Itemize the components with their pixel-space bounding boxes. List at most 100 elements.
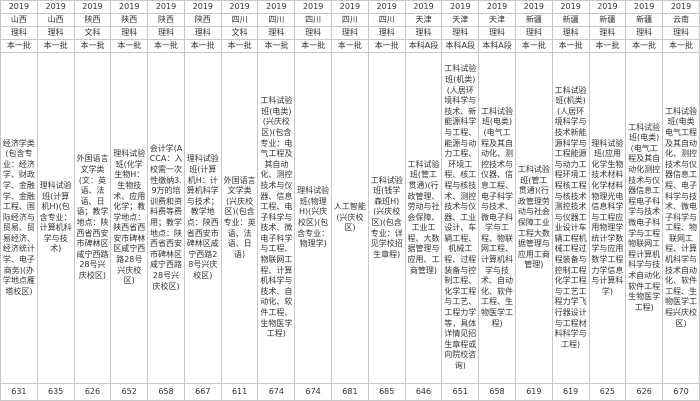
year-cell: 2019 <box>367 0 406 14</box>
major-cell: 工科试验班(电类)(兴庆校区)(包含专业：电气工程及其自动化、测控技术与仪器、信… <box>257 52 296 384</box>
province-cell: 四川 <box>331 13 369 27</box>
batch-cell: 本一批 <box>220 39 259 53</box>
year-cell: 2019 <box>588 0 627 14</box>
score-cell: 626 <box>625 383 664 401</box>
year-cell: 2019 <box>404 0 443 14</box>
year-cell: 2019 <box>110 0 149 14</box>
batch-cell: 本科A段 <box>478 39 516 53</box>
score-cell: 619 <box>514 383 553 401</box>
batch-cell: 本一批 <box>183 39 222 53</box>
year-cell: 2019 <box>625 0 664 14</box>
year-row: 2019 2019 2019 2019 2019 2019 2019 2019 2019 2019… <box>0 0 700 14</box>
category-cell: 理科 <box>294 26 333 40</box>
major-cell: 工科试验班(电类电气工程及其自动化、测控技术与仪器信息工程、电子科学与技术、微电… <box>662 52 700 384</box>
category-cell: 理科 <box>478 26 516 40</box>
year-cell: 2019 <box>294 0 333 14</box>
major-cell: 工科试验班(管工贯通)(行政管理、劳动与社会保障、工业工程、大数据管理与应用、工… <box>404 52 443 384</box>
category-cell: 文科 <box>73 26 112 40</box>
province-cell: 四川 <box>367 13 406 27</box>
province-cell: 天津 <box>478 13 516 27</box>
province-cell: 云南 <box>662 13 700 27</box>
year-cell: 2019 <box>441 0 480 14</box>
province-cell: 陕西 <box>110 13 149 27</box>
province-cell: 陕西 <box>73 13 112 27</box>
batch-cell: 本一批 <box>551 39 590 53</box>
major-cell: 工科试验班(机类)(人居环境科学与技术、新能源科学与工程、能源与动力工程、环境工… <box>441 52 480 384</box>
category-cell: 理科 <box>367 26 406 40</box>
province-cell: 新疆 <box>551 13 590 27</box>
score-cell: 652 <box>110 383 149 401</box>
score-cell: 646 <box>404 383 443 401</box>
batch-cell: 本一批 <box>294 39 333 53</box>
batch-cell: 本一批 <box>147 39 185 53</box>
province-cell: 山西 <box>0 13 38 27</box>
category-cell: 理科 <box>662 26 700 40</box>
score-cell: 651 <box>441 383 480 401</box>
major-cell: 外国语言文学类(文：英语、法语、日语；教学地点：陕西省西安市碑林区咸宁西路28号… <box>73 52 112 384</box>
score-cell: 658 <box>147 383 185 401</box>
year-cell: 2019 <box>220 0 259 14</box>
province-cell: 天津 <box>404 13 443 27</box>
major-cell: 工科试验班(钱学森班H)(兴庆校区)(包含专业：详见学校招生章程) <box>367 52 406 384</box>
province-cell: 陕西 <box>183 13 222 27</box>
year-cell: 2019 <box>147 0 185 14</box>
year-cell: 2019 <box>478 0 516 14</box>
year-cell: 2019 <box>551 0 590 14</box>
category-cell: 理科 <box>404 26 443 40</box>
province-cell: 山西 <box>36 13 75 27</box>
year-cell: 2019 <box>73 0 112 14</box>
batch-cell: 本一批 <box>514 39 553 53</box>
category-cell: 理科 <box>110 26 149 40</box>
category-cell: 理科 <box>331 26 369 40</box>
major-cell: 工科试验班(电类)(电气工程及其自动化、测控技术与仪器、信息工程、电子科学与技术… <box>478 52 516 384</box>
province-cell: 天津 <box>441 13 480 27</box>
major-cell: 理科试验班(应用化学生物技术材料化学材料物理光电信息科学与工程应用物理学统计学数… <box>588 52 627 384</box>
province-cell: 新疆 <box>625 13 664 27</box>
score-cell: 674 <box>294 383 333 401</box>
batch-cell: 本一批 <box>367 39 406 53</box>
score-cell: 625 <box>588 383 627 401</box>
score-cell: 635 <box>36 383 75 401</box>
major-cell: 理科试验班(计算机H)(包含专业：计算机科学与技术) <box>36 52 75 384</box>
category-cell: 文科 <box>220 26 259 40</box>
category-cell: 理科 <box>257 26 296 40</box>
batch-cell: 本一批 <box>36 39 75 53</box>
province-cell: 四川 <box>257 13 296 27</box>
major-cell: 工科试验班(电类)(电气工程及其自动化测控技术与仪器信息工程电子科学与技术微电子… <box>625 52 664 384</box>
batch-cell: 本一批 <box>588 39 627 53</box>
category-cell: 理科 <box>183 26 222 40</box>
province-cell: 陕西 <box>147 13 185 27</box>
province-cell: 新疆 <box>514 13 553 27</box>
major-cell: 经济学类(包含专业：经济学、财政学、金融学、金融工程、国际经济与贸易、贸易经济、… <box>0 52 38 384</box>
category-cell: 理科 <box>588 26 627 40</box>
category-cell: 理科 <box>441 26 480 40</box>
score-row: 631 635 626 652 658 667 611 674 674 681 685 646 651 6… <box>0 383 700 401</box>
score-cell: 670 <box>662 383 700 401</box>
score-cell: 619 <box>551 383 590 401</box>
year-cell: 2019 <box>36 0 75 14</box>
batch-cell: 本科A段 <box>404 39 443 53</box>
province-cell: 新疆 <box>588 13 627 27</box>
batch-cell: 本一批 <box>73 39 112 53</box>
year-cell: 2019 <box>0 0 38 14</box>
major-cell: 工科试验班(管工贯通)(行政管理劳动与社会保障工业工程大数据管理与应用工商管理) <box>514 52 553 384</box>
score-cell: 611 <box>220 383 259 401</box>
year-cell: 2019 <box>183 0 222 14</box>
batch-cell: 本一批 <box>331 39 369 53</box>
batch-cell: 本科A段 <box>441 39 480 53</box>
province-cell: 四川 <box>220 13 259 27</box>
major-cell: 工科试验班(机类)(人居环境科学与技术新能源科学与工程能源与动力工程环境工程核工… <box>551 52 590 384</box>
score-cell: 681 <box>331 383 369 401</box>
major-cell: 理科试验班(物理H)(兴庆校区)(包含专业：物理学) <box>294 52 333 384</box>
year-cell: 2019 <box>331 0 369 14</box>
province-cell: 四川 <box>294 13 333 27</box>
category-row: 理科 理科 文科 理科 理科 理科 文科 理科 理科 理科 理科 理科 理科 理科 理科 理科 理科 理科 理科 <box>0 26 700 40</box>
category-cell: 理科 <box>36 26 75 40</box>
category-cell: 理科 <box>514 26 553 40</box>
year-cell: 2019 <box>514 0 553 14</box>
batch-cell: 本一批 <box>0 39 38 53</box>
score-cell: 667 <box>183 383 222 401</box>
batch-cell: 本一批 <box>662 39 700 53</box>
category-cell: 理科 <box>147 26 185 40</box>
